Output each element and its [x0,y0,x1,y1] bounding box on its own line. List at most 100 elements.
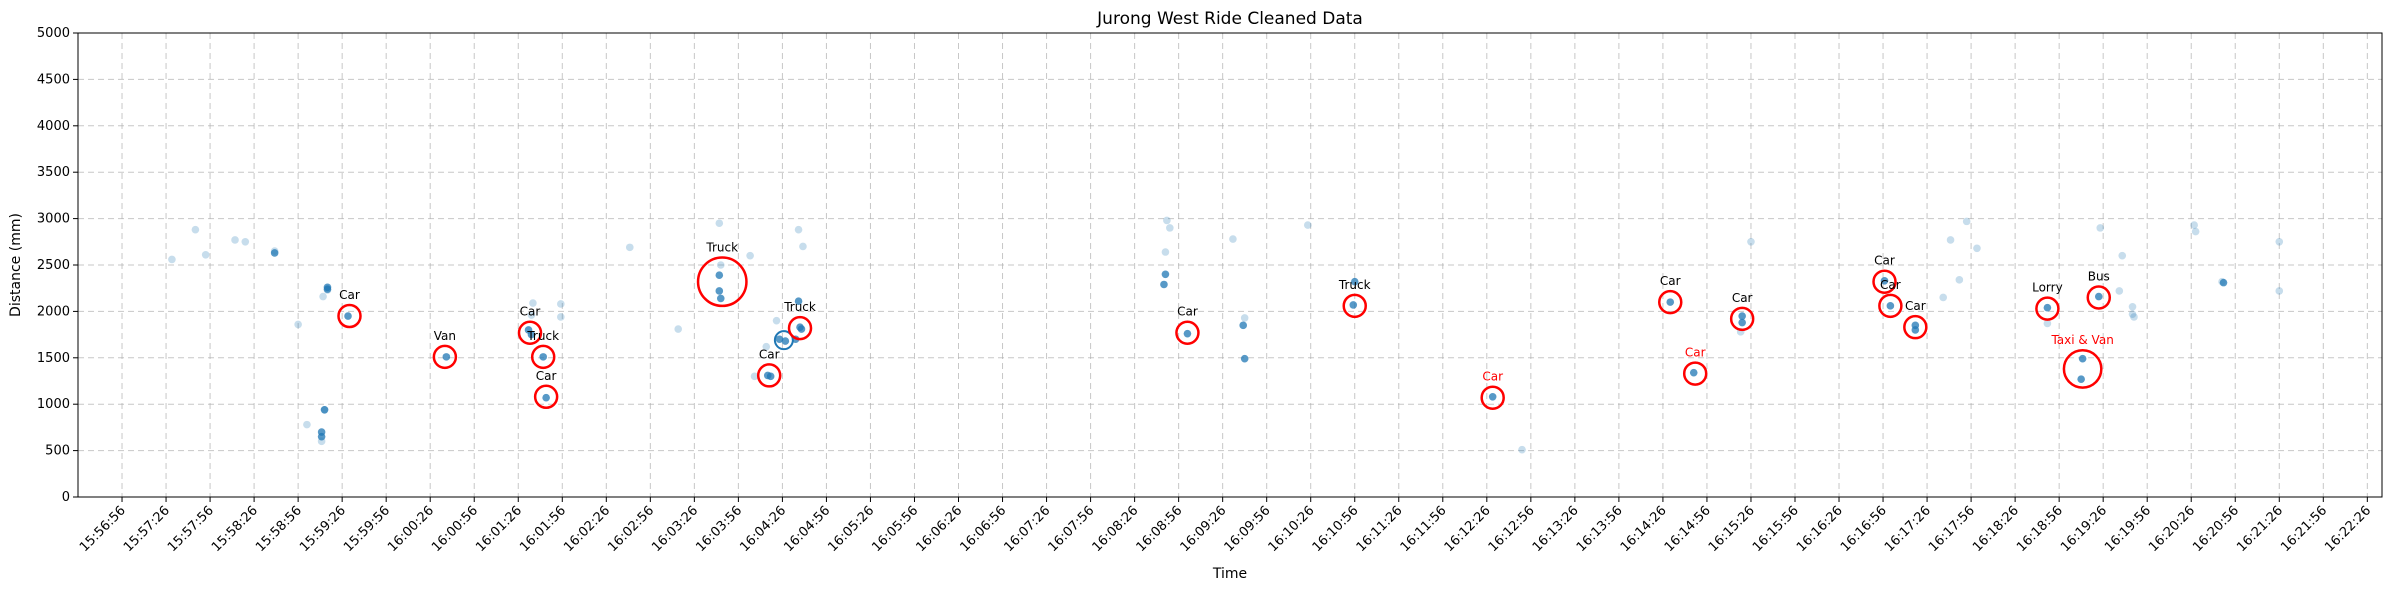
data-point [1738,312,1746,320]
data-point [1666,298,1675,306]
annotation-circle [517,320,543,345]
x-tick-label: 16:21:56 [2278,503,2330,555]
x-tick-label: 16:12:26 [1442,503,1494,555]
x-tick-label: 16:06:56 [957,503,1009,555]
y-tick-label: 500 [45,444,70,459]
data-point-faint [2043,319,2052,328]
data-point-faint [1518,445,1526,454]
data-point-faint [1939,293,1948,302]
y-tick-label: 5000 [37,26,70,41]
annotation-circle [1878,293,1903,319]
annotation-label: Car [520,305,541,319]
y-tick-label: 2000 [37,304,70,319]
annotation-circle [533,384,559,410]
annotation-label: Car [1660,274,1681,288]
x-tick-label: 16:19:56 [2102,503,2154,555]
x-tick-label: 16:15:56 [1750,503,1802,555]
data-point-faint [168,255,176,264]
data-point [320,405,329,414]
data-point-faint [2190,221,2198,229]
data-point-faint [2118,251,2127,260]
data-point-faint [2275,238,2284,246]
data-point-faint [1303,221,1312,229]
data-point [2043,303,2052,312]
annotation-label: Truck [705,241,738,255]
annotation-circle [1903,314,1928,340]
data-point-faint [1229,235,1237,243]
x-tick-label: 16:12:56 [1486,503,1538,555]
data-point [1240,354,1249,363]
data-point [1738,318,1746,327]
x-tick-label: 16:14:26 [1618,503,1670,555]
x-tick-label: 16:05:56 [869,503,921,555]
data-point-faint [241,238,250,246]
data-point-faint [772,316,781,325]
data-point [1880,276,1889,285]
x-tick-label: 16:14:56 [1662,503,1714,555]
x-tick-label: 16:13:26 [1530,503,1582,555]
data-point [1488,392,1497,401]
data-point [1239,321,1248,330]
data-point-faint [799,242,807,251]
x-tick-label: 16:01:56 [517,503,569,555]
x-tick-label: 16:08:26 [1090,503,1142,555]
x-tick-label: 15:58:56 [253,503,305,555]
data-point [2077,375,2085,383]
y-tick-label: 3000 [37,212,70,227]
annotation-label: Car [339,288,360,302]
annotation-label: Car [1905,299,1926,313]
x-tick-label: 16:03:56 [693,503,745,555]
x-tick-label: 16:15:26 [1706,503,1758,555]
data-point [2219,278,2228,287]
annotation-label: Car [759,347,780,361]
x-tick-label: 16:03:26 [649,503,701,555]
x-tick-label: 15:59:26 [297,503,349,555]
x-tick-label: 16:04:56 [781,503,833,555]
y-tick-label: 1500 [37,351,70,366]
faint-points [168,216,2284,454]
data-point-faint [2130,313,2138,321]
data-point [781,337,790,345]
x-tick-label: 16:00:26 [385,503,437,555]
grid-lines [78,32,2382,498]
x-tick-label: 16:16:56 [1838,503,1890,555]
annotation-circle [1175,320,1200,345]
x-tick-label: 16:10:56 [1310,503,1362,555]
data-point-faint [529,299,537,307]
annotation-circle [2035,296,2060,321]
data-point-faint [2191,227,2200,236]
y-tick-label: 4500 [37,72,70,87]
data-point-faint [1747,238,1755,246]
data-point [775,335,784,344]
annotation-circle [1342,293,1367,319]
data-point-faint [2115,287,2124,295]
data-point [1911,326,1920,334]
data-point-faint [1166,224,1174,232]
x-tick-label: 16:18:56 [2014,503,2066,555]
y-axis: 0 500 1000 1500 2000 2500 3000 3500 4000 4500 5000 [37,26,78,505]
annotation-label: Truck [526,329,559,343]
x-tick-label: 16:10:26 [1266,503,1318,555]
y-tick-label: 2500 [37,258,70,273]
annotation-label: Van [434,329,456,343]
data-point [317,432,326,441]
x-tick-label: 16:08:56 [1134,503,1186,555]
highlight-ring [773,330,794,351]
annotation-circle [1682,361,1708,386]
data-point [344,312,352,320]
data-point [1349,301,1358,309]
annotation-label: Car [1880,278,1901,292]
data-point [1183,329,1192,338]
data-point-faint [527,311,536,319]
data-point [1689,368,1698,377]
data-point-faint [1946,236,1955,244]
data-point-faint [1955,276,1964,284]
x-tick-label: 16:21:26 [2234,503,2286,555]
chart-title: Jurong West Ride Cleaned Data [1096,9,1363,29]
x-axis: 15:56:5615:57:2615:57:5615:58:2615:58:56… [77,497,2374,555]
data-point-faint [1161,248,1170,256]
annotation-label: Taxi & Van [2050,333,2113,347]
annotation-circle [756,363,782,388]
data-point-faint [715,219,724,228]
